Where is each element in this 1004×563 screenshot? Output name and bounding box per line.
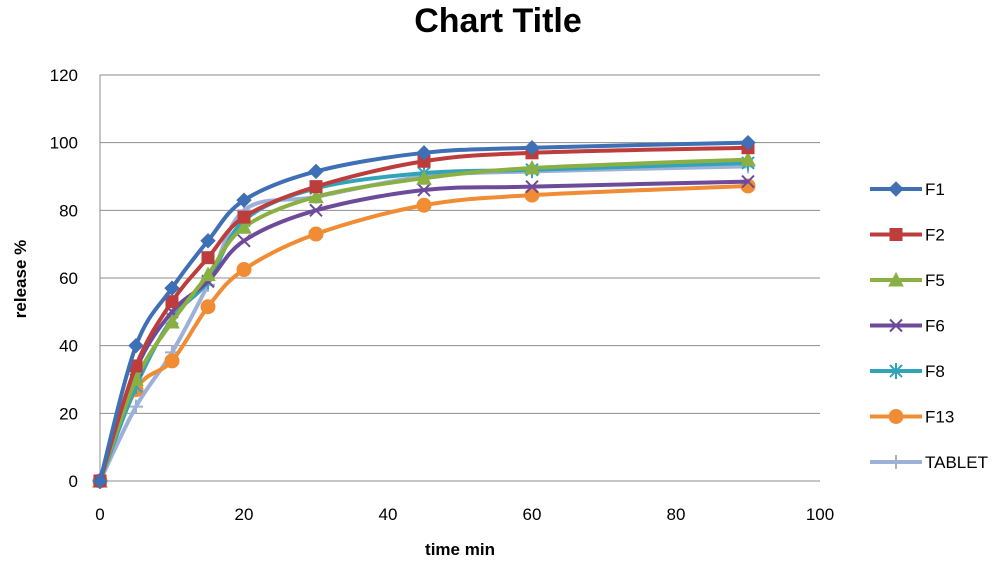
legend-marker: [888, 409, 904, 424]
legend-marker: [888, 271, 904, 287]
y-tick-label: 60: [59, 269, 78, 288]
y-tick-label: 80: [59, 201, 78, 220]
legend-label: TABLET: [925, 453, 988, 472]
legend-marker: [889, 455, 903, 469]
data-point-F1: [524, 140, 540, 156]
tick-labels: 0 20 40 60 80 100 120 0 20 40 60 80 100: [50, 66, 835, 524]
data-point-F13: [236, 262, 252, 278]
series-lines: [92, 134, 756, 489]
legend-label: F13: [925, 408, 954, 427]
legend-item-F2: F2: [870, 226, 945, 245]
x-tick-label: 100: [806, 505, 834, 524]
legend-label: F6: [925, 317, 945, 336]
series-F13: [92, 178, 756, 489]
legend-marker: [889, 318, 903, 333]
x-axis-title: time min: [425, 540, 495, 559]
legend-marker: [888, 181, 904, 197]
series-line-F6: [98, 179, 749, 482]
legend-label: F1: [925, 180, 945, 199]
data-point-F2: [237, 210, 251, 224]
x-tick-label: 60: [523, 505, 542, 524]
data-point-F6: [525, 179, 539, 194]
legend-label: F2: [925, 226, 945, 245]
y-tick-label: 100: [50, 134, 78, 153]
series-F5: [92, 151, 756, 488]
legend-item-F5: F5: [870, 271, 945, 290]
data-point-F6: [237, 234, 251, 248]
data-point-F13: [200, 299, 216, 315]
x-tick-label: 0: [95, 505, 104, 524]
legend-item-F6: F6: [870, 317, 945, 336]
y-tick-label: 20: [59, 404, 78, 423]
data-point-F6: [741, 174, 755, 189]
data-point-F13: [308, 226, 324, 242]
data-point-F5: [524, 159, 540, 175]
data-point-F1: [92, 473, 108, 489]
data-point-F1: [128, 337, 144, 354]
x-tick-label: 40: [379, 505, 398, 524]
legend-marker: [889, 228, 903, 241]
data-point-F13: [416, 197, 432, 213]
data-point-F1: [164, 280, 180, 296]
data-point-F1: [200, 233, 216, 249]
chart-title: Chart Title: [414, 2, 582, 40]
x-tick-label: 20: [235, 505, 254, 524]
series-line-F2: [98, 145, 749, 482]
legend-item-F8: F8: [870, 362, 945, 381]
data-point-F5: [416, 170, 432, 185]
y-tick-label: 120: [50, 66, 78, 85]
data-point-F5: [308, 188, 324, 204]
data-point-F2: [309, 180, 323, 194]
data-point-F2: [201, 251, 215, 265]
y-tick-label: 40: [59, 337, 78, 356]
data-point-F1: [308, 163, 324, 180]
legend-label: F5: [925, 271, 945, 290]
legend-item-F13: F13: [870, 408, 954, 427]
y-tick-label: 0: [69, 472, 78, 491]
series-line-F1: [98, 140, 749, 482]
data-point-F5: [200, 266, 216, 282]
legend: F1 F2 F5 F6 F8 F13 TABLET: [870, 180, 988, 472]
x-tick-label: 80: [667, 505, 686, 524]
data-point-F2: [165, 295, 179, 309]
data-point-F6: [417, 183, 431, 197]
data-point-F1: [236, 192, 252, 208]
data-point-TABLET: [129, 399, 143, 414]
data-point-F1: [740, 134, 756, 151]
legend-label: F8: [925, 362, 945, 381]
data-point-F5: [740, 151, 756, 167]
legend-marker: [889, 363, 903, 379]
legend-item-F1: F1: [870, 180, 945, 199]
y-axis-title: release %: [11, 240, 30, 318]
gridlines: [99, 74, 820, 482]
series-line-F13: [98, 183, 749, 482]
data-point-F6: [309, 203, 323, 218]
series-F1: [92, 134, 756, 489]
data-point-F5: [236, 219, 252, 234]
legend-item-TABLET: TABLET: [870, 453, 988, 472]
data-point-F13: [164, 353, 180, 369]
data-point-F5: [164, 313, 180, 329]
data-point-F1: [416, 145, 432, 161]
